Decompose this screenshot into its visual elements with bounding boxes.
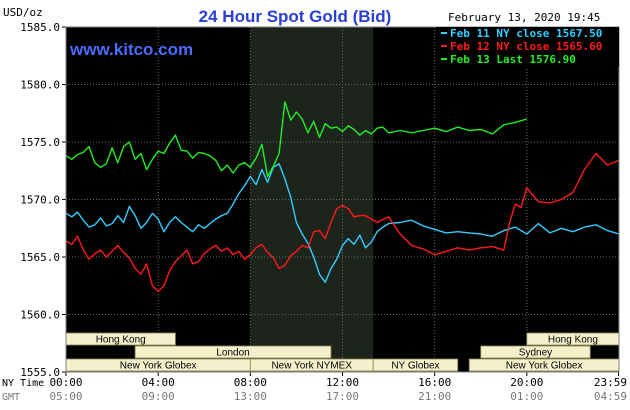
series-line-3 [65, 101, 527, 178]
x-tick-label: 13:00 [234, 390, 267, 403]
y-tick-label: 1575.0 [20, 136, 60, 149]
y-tick-label: 1585.0 [20, 21, 60, 34]
y-tick-label: 1565.0 [20, 251, 60, 264]
x-axis-row-label: NY Time [2, 378, 44, 389]
y-tick-label: 1580.0 [20, 79, 60, 92]
series-lines [65, 101, 620, 293]
session-label: Sydney [519, 348, 552, 359]
y-tick-label: 1570.0 [20, 194, 60, 207]
x-axis-row-label: GMT [2, 392, 20, 403]
x-tick-label: 04:00 [142, 376, 175, 389]
session-label: Hong Kong [548, 335, 598, 346]
y-axis-label: USD/oz [3, 6, 43, 19]
x-tick-label: 00:00 [49, 376, 82, 389]
x-tick-label: 21:00 [418, 390, 451, 403]
x-tick-label: 20:00 [510, 376, 543, 389]
series-line-1 [65, 163, 620, 283]
x-tick-label: 12:00 [326, 376, 359, 389]
y-tick-label: 1555.0 [20, 366, 60, 379]
legend-entry: Feb 13 Last 1576.90 [450, 53, 576, 66]
watermark: www.kitco.com [69, 40, 193, 59]
x-tick-label: 08:00 [234, 376, 267, 389]
session-label: New York Globex [506, 361, 583, 372]
session-label: New York Globex [120, 361, 197, 372]
x-axis: NY Time 00:00 04:00 08:00 12:00 16:00 20:00 23:… [2, 372, 627, 403]
x-tick-label: 17:00 [326, 390, 359, 403]
series-line-2 [65, 152, 620, 293]
chart-title: 24 Hour Spot Gold (Bid) [199, 7, 392, 26]
legend-entry: Feb 11 NY close 1567.50 [450, 27, 602, 40]
legend-entry: Feb 12 NY close 1565.60 [450, 40, 602, 53]
session-label: NY Globex [391, 361, 439, 372]
x-tick-label: 16:00 [418, 376, 451, 389]
x-tick-label: 01:00 [510, 390, 543, 403]
y-tick-label: 1560.0 [20, 309, 60, 322]
session-bar [372, 358, 459, 372]
legend-background [436, 27, 619, 67]
session-bar [480, 345, 591, 359]
grid [66, 27, 619, 372]
x-tick-label: 09:00 [142, 390, 175, 403]
plot-frame [65, 26, 620, 373]
session-bar [134, 345, 332, 359]
session-label: Hong Kong [96, 335, 146, 346]
x-tick-label: 05:00 [49, 390, 82, 403]
x-tick-label: 23:59 [594, 376, 627, 389]
market-sessions: Hong Kong London New York Globex New York N… [65, 332, 620, 372]
session-label: New York NYMEX [271, 361, 352, 372]
session-label: London [216, 348, 249, 359]
x-tick-label: 04:59 [594, 390, 627, 403]
y-axis: 1585.0 1580.0 1575.0 1570.0 1565.0 1560.0 1555… [20, 21, 66, 379]
date-label: February 13, 2020 19:45 [448, 11, 600, 24]
